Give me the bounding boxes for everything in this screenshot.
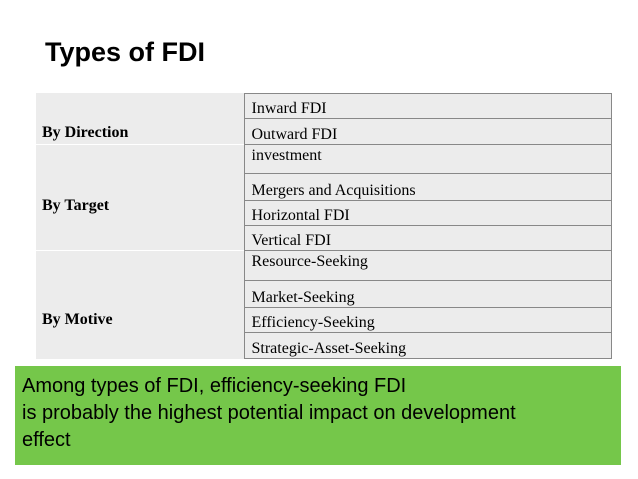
table-row: Strategic-Asset-Seeking [36, 332, 612, 359]
table-row: Mergers and Acquisitions [36, 173, 612, 201]
conclusion-callout: Among types of FDI, efficiency-seeking F… [15, 366, 621, 465]
item-cell: Resource-Seeking [243, 250, 612, 281]
callout-line: Among types of FDI, efficiency-seeking F… [22, 375, 407, 397]
item-cell: Inward FDI [243, 93, 612, 119]
item-cell: investment [243, 144, 612, 174]
item-cell: Outward FDI [243, 118, 612, 145]
item-cell: Mergers and Acquisitions [243, 173, 612, 201]
table-row: Outward FDI [36, 118, 612, 145]
table-row: Market-Seeking [36, 280, 612, 308]
category-cell-target: By Target [36, 144, 245, 251]
item-cell: Efficiency-Seeking [243, 307, 612, 333]
item-cell: Strategic-Asset-Seeking [243, 332, 612, 359]
callout-line: is probably the highest potential impact… [22, 402, 516, 424]
slide-title: Types of FDI [45, 37, 206, 67]
fdi-types-table: By Direction Inward FDI Outward FDI By T… [36, 93, 612, 359]
table-row: By Target investment [36, 144, 612, 251]
category-label: By Target [42, 196, 110, 214]
category-label: By Motive [42, 310, 113, 328]
table-row: By Direction Inward FDI [36, 93, 612, 145]
item-cell: Horizontal FDI [243, 200, 612, 226]
category-cell-direction: By Direction [36, 93, 245, 145]
category-label: By Direction [42, 123, 129, 141]
table-row: Efficiency-Seeking [36, 307, 612, 333]
callout-line: effect [22, 429, 71, 451]
category-cell-motive: By Motive [36, 250, 245, 359]
item-cell: Vertical FDI [243, 225, 612, 251]
item-cell: Market-Seeking [243, 280, 612, 308]
table-row: Vertical FDI [36, 225, 612, 251]
table-row: By Motive Resource-Seeking [36, 250, 612, 359]
